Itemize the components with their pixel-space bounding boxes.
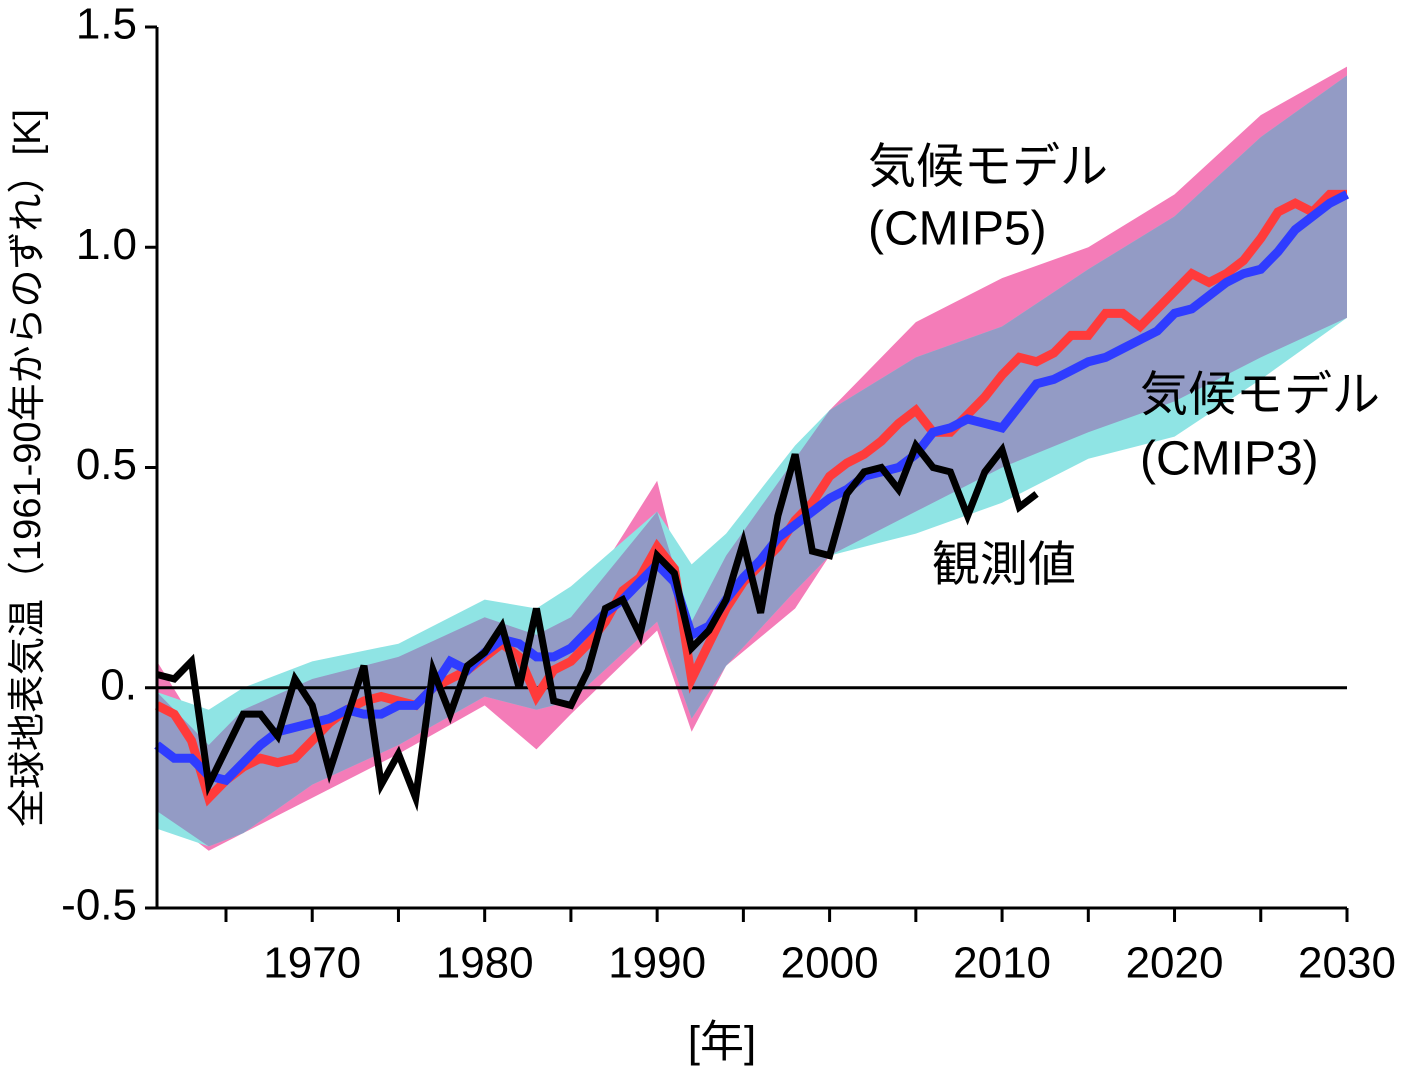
y-tick-label: 0.5 — [76, 440, 137, 489]
y-axis-label: 全球地表気温（1961-90年からのずれ）[K] — [7, 109, 49, 827]
annotation: 観測値 — [932, 539, 1076, 592]
x-tick-label: 1980 — [436, 939, 534, 988]
y-tick-label: -0.5 — [61, 881, 137, 930]
x-tick-label: 2000 — [781, 939, 879, 988]
annotation: (CMIP5) — [868, 203, 1047, 256]
x-tick-label: 1970 — [263, 939, 361, 988]
x-axis-label: [年] — [688, 1018, 756, 1067]
x-tick-label: 2020 — [1126, 939, 1224, 988]
annotation: 気候モデル — [1140, 369, 1380, 422]
x-tick-label: 2010 — [953, 939, 1051, 988]
y-tick-label: 1.0 — [76, 220, 137, 269]
y-tick-label: 0. — [100, 660, 137, 709]
annotation: 気候モデル — [868, 141, 1108, 194]
x-tick-label: 2030 — [1298, 939, 1396, 988]
y-tick-label: 1.5 — [76, 0, 137, 49]
x-tick-label: 1990 — [608, 939, 706, 988]
series-line — [156, 438, 1039, 812]
annotation: (CMIP3) — [1140, 433, 1319, 486]
band-overlap — [157, 75, 1347, 847]
